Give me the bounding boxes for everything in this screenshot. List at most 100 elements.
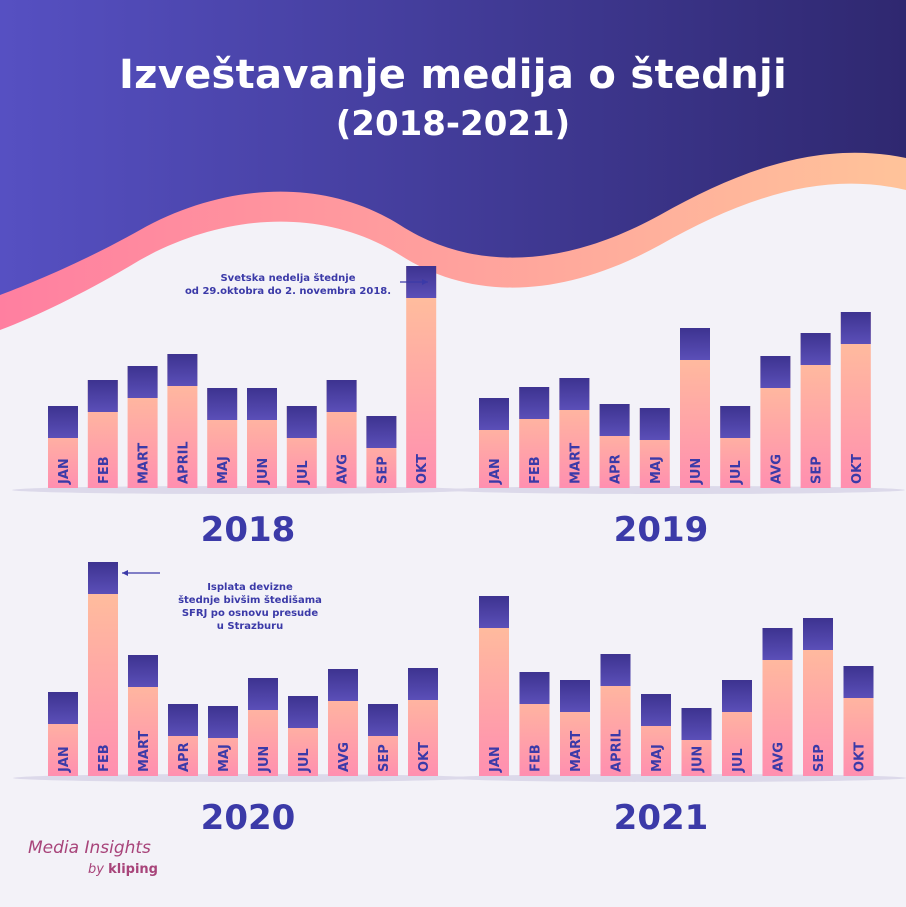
bar-2019-JAN: JAN [479, 398, 509, 488]
bar-2018-JUL: JUL [286, 406, 317, 488]
tick-label: FEB [529, 744, 544, 772]
tick-label: JUN [256, 458, 271, 485]
bar-2021-OKT: OKT [843, 666, 874, 776]
bar-2021-JAN: JAN [479, 596, 509, 776]
bar-cap [366, 416, 397, 448]
bar-cap [519, 672, 550, 704]
bar-cap [760, 356, 791, 388]
bar-cap [286, 406, 317, 438]
tick-label: MART [137, 731, 152, 772]
bar-cap [680, 328, 710, 360]
bar-cap [560, 680, 590, 712]
bar-2021-APRIL: APRIL [600, 654, 631, 776]
tick-label: OKT [417, 742, 432, 772]
bar-2018-FEB: FEB [87, 380, 118, 488]
tick-label: MART [568, 443, 583, 484]
tick-label: JUN [257, 746, 272, 773]
chart-2018: JAN FEB MART APRIL MAJ JUN JUL AVG SEP OKT [12, 266, 473, 494]
bar-body [406, 266, 437, 488]
bar-2021-MAJ: MAJ [641, 694, 671, 776]
tick-label: JAN [488, 746, 503, 773]
bar-2019-APR: APR [599, 404, 630, 488]
bar-cap [368, 704, 398, 736]
bar-cap [479, 596, 509, 628]
bar-2020-FEB: FEB [88, 562, 118, 776]
annotation-2020-line4: u Strazburu [216, 621, 284, 632]
tick-label: JUL [729, 460, 744, 485]
page-title: Izveštavanje medija o štednji [118, 52, 788, 98]
tick-label: JUL [296, 460, 311, 485]
tick-label: MAJ [650, 744, 665, 772]
chart-2021-title: 2021 [613, 798, 709, 838]
bar-2018-MART: MART [127, 366, 158, 488]
chart-2020: JAN FEB MART APR MAJ JUN JUL AVG SEP OKT [13, 562, 473, 782]
bar-cap [840, 312, 871, 344]
bar-cap [48, 692, 78, 724]
bar-cap [479, 398, 509, 430]
bar-2018-AVG: AVG [326, 380, 357, 488]
bar-2018-APRIL: APRIL [167, 354, 198, 488]
chart-2018-title: 2018 [200, 510, 296, 550]
bar-2020-MART: MART [128, 655, 158, 776]
tick-label: FEB [97, 456, 112, 484]
tick-label: AVG [772, 742, 787, 772]
tick-label: JAN [57, 746, 72, 773]
bar-cap [88, 562, 118, 594]
tick-label: APR [177, 742, 192, 772]
bar-cap [762, 628, 793, 660]
baseline-shadow [446, 774, 906, 782]
bar-2020-JUL: JUL [288, 696, 318, 776]
tick-label: FEB [528, 456, 543, 484]
bar-cap [722, 680, 752, 712]
header-wave [0, 0, 906, 295]
tick-label: MAJ [217, 744, 232, 772]
tick-label: SEP [812, 744, 827, 772]
tick-label: APR [609, 454, 624, 484]
page-subtitle: (2018-2021) [335, 104, 571, 144]
bar-cap [600, 654, 631, 686]
bar-cap [641, 694, 671, 726]
tick-label: JUL [297, 748, 312, 773]
tick-label: AVG [769, 454, 784, 484]
bar-cap [803, 618, 833, 650]
tick-label: MART [137, 443, 152, 484]
tick-label: APRIL [176, 441, 191, 484]
bar-2021-FEB: FEB [519, 672, 550, 776]
tick-label: JAN [488, 458, 503, 485]
brand-by: by [88, 862, 104, 877]
bar-2021-JUL: JUL [722, 680, 752, 776]
bar-2018-SEP: SEP [366, 416, 397, 488]
annotation-2020-line3: SFRJ po osnovu presude [181, 608, 319, 619]
bar-cap [128, 655, 158, 687]
bar-cap [720, 406, 751, 438]
tick-label: MAJ [649, 456, 664, 484]
annotation-2018-line1: Svetska nedelja štednje [220, 273, 356, 284]
tick-label: MAJ [216, 456, 231, 484]
chart-2019-title: 2019 [613, 510, 709, 550]
bar-cap [639, 408, 670, 440]
bar-2019-FEB: FEB [519, 387, 550, 488]
bar-2020-JAN: JAN [48, 692, 78, 776]
bar-cap [328, 669, 358, 701]
baseline-shadow [444, 486, 905, 494]
tick-label: JUL [731, 748, 746, 773]
annotation-2020-arrow [122, 570, 160, 576]
brand-company: kliping [108, 862, 158, 877]
bar-2020-AVG: AVG [328, 669, 358, 776]
bar-2019-JUL: JUL [720, 406, 751, 488]
annotation-2018: Svetska nedelja štednje od 29.oktobra do… [168, 272, 408, 298]
annotation-2018-arrow [400, 279, 428, 285]
bar-body [88, 562, 118, 776]
bar-cap [326, 380, 357, 412]
bar-cap [408, 668, 438, 700]
bar-cap [208, 706, 238, 738]
tick-label: JUN [691, 746, 706, 773]
chart-2021: JAN FEB MART APRIL MAJ JUN JUL AVG SEP OKT [446, 596, 906, 782]
bar-2020-SEP: SEP [368, 704, 398, 776]
bar-cap [127, 366, 158, 398]
brand-logo: Media Insights by kliping [28, 838, 158, 877]
baseline-shadow [12, 486, 473, 494]
chart-2020-title: 2020 [200, 798, 296, 838]
bar-cap [247, 388, 277, 420]
